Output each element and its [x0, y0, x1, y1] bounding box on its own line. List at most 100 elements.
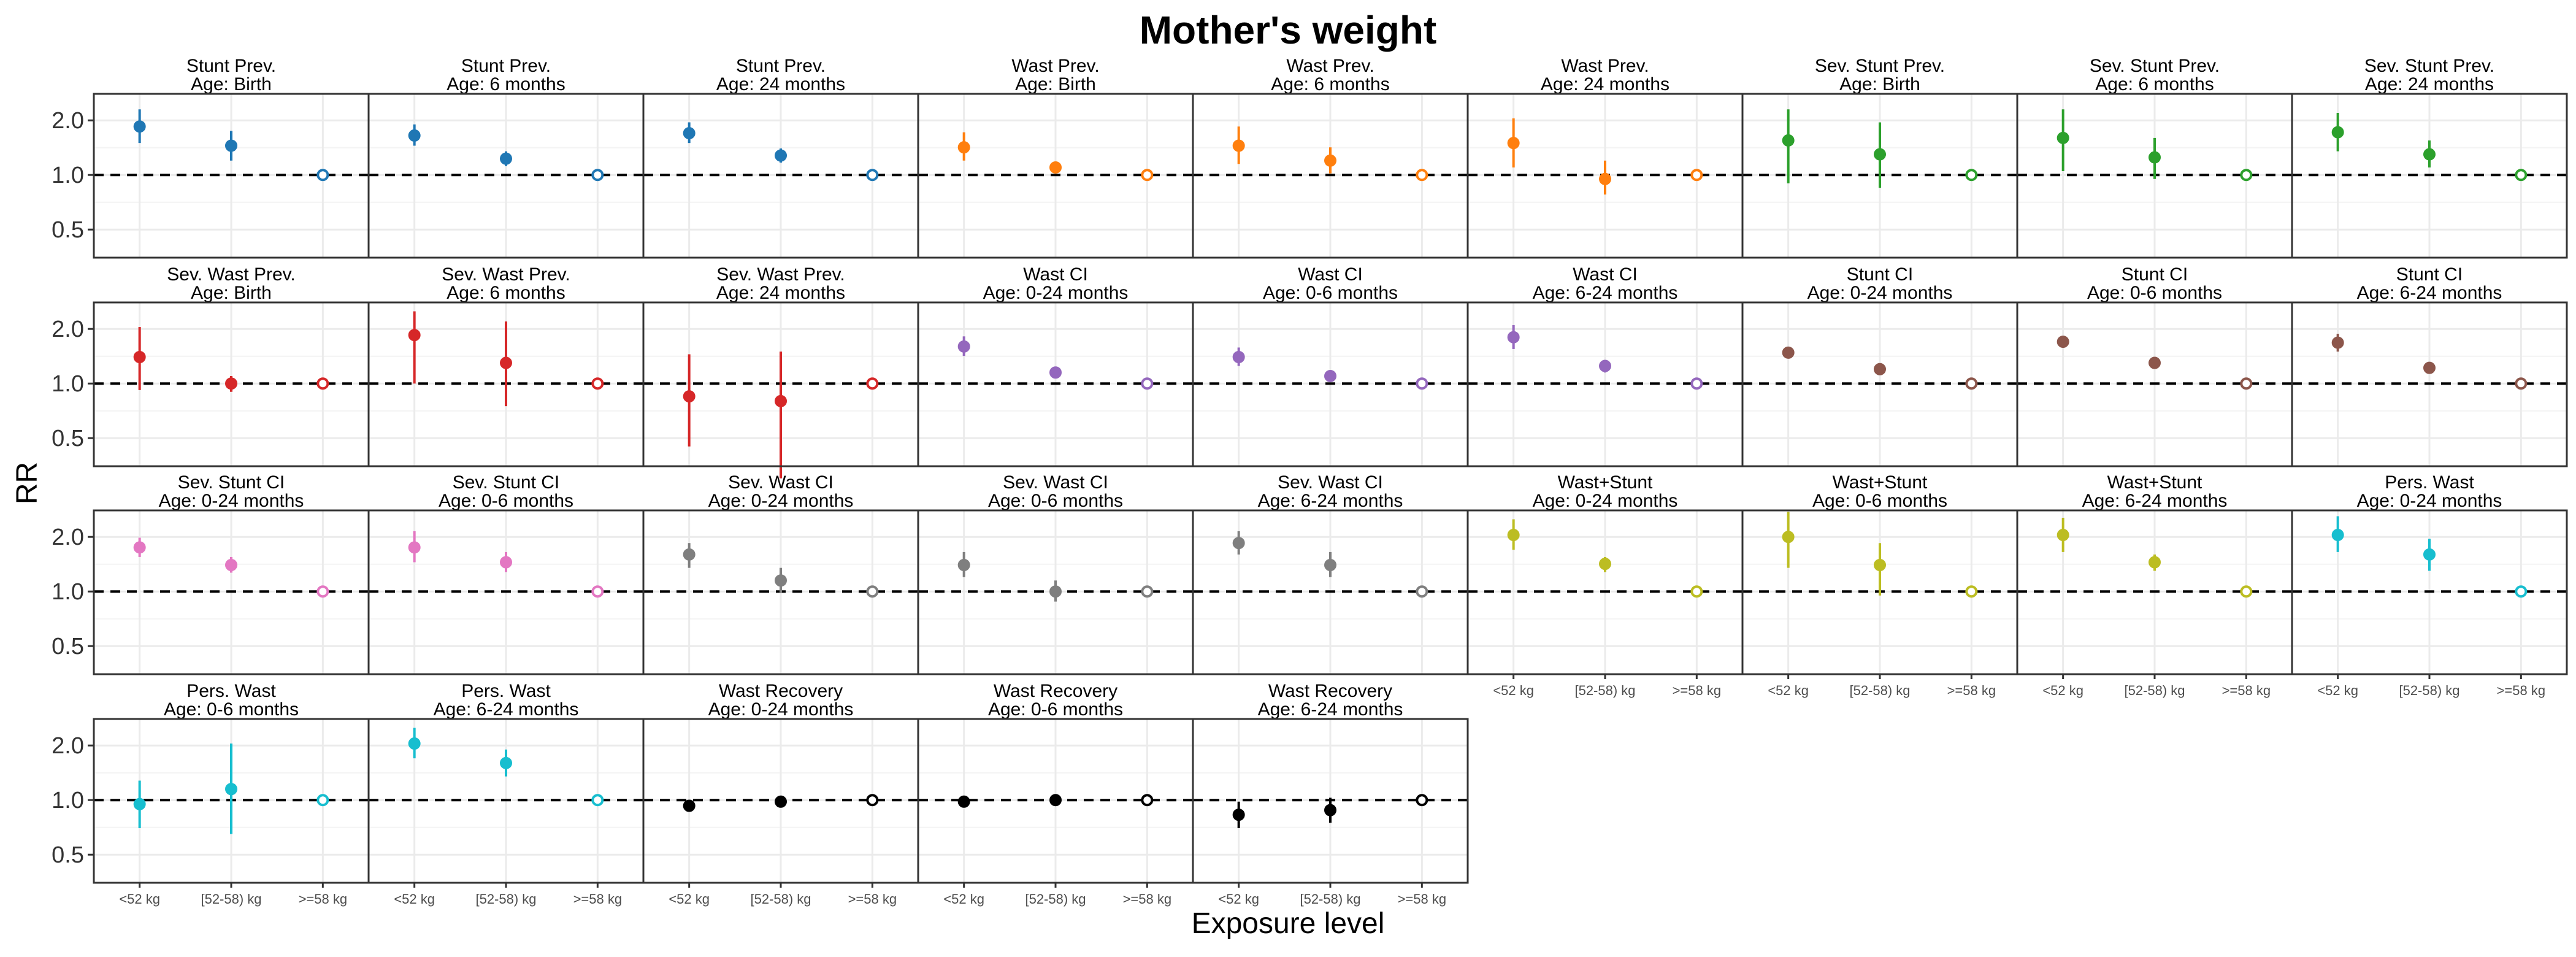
panel-14-wast-ci-age-0-6-months-point-1: [1232, 351, 1245, 363]
panel-28-pers-wast-age-0-6-months-ytick-label: 2.0: [52, 733, 84, 759]
panel-29-pers-wast-age-6-24-months-title: Pers. Wast: [461, 681, 551, 701]
panel-13-wast-ci-age-0-24-months-point-2: [1049, 366, 1062, 379]
panel-29-pers-wast-age-6-24-months-xtick-label: [52-58) kg: [475, 891, 536, 907]
panel-30-wast-recovery-age-0-24-months-xtick-label: >=58 kg: [848, 891, 897, 907]
panel-15-wast-ci-age-6-24-months-point-2: [1599, 359, 1611, 372]
panel-31-wast-recovery-age-0-6-months-xtick-label: [52-58) kg: [1025, 891, 1086, 907]
panel-30-wast-recovery-age-0-24-months-title: Wast Recovery: [719, 681, 843, 701]
panel-17-stunt-ci-age-0-6-months-title: Stunt CI: [2122, 264, 2188, 285]
panel-1-stunt-prev-age-birth-point-3: [316, 169, 329, 182]
panel-25-wast-stunt-age-0-6-months-point-3: [1965, 585, 1978, 598]
panel-25-wast-stunt-age-0-6-months-title: Wast+Stunt: [1833, 472, 1928, 493]
panel-9-sev-stunt-prev-age-24-months-subtitle: Age: 24 months: [2365, 74, 2494, 94]
panel-12-sev-wast-prev-age-24-months-point-2: [775, 394, 787, 407]
panel-1-stunt-prev-age-birth-subtitle: Age: Birth: [191, 74, 272, 94]
panel-24-wast-stunt-age-0-24-months-subtitle: Age: 0-24 months: [1533, 491, 1678, 511]
panel-19-sev-stunt-ci-age-0-24-months-ytick-label: 1.0: [52, 579, 84, 605]
panel-21-sev-wast-ci-age-0-24-months-title: Sev. Wast CI: [728, 472, 834, 493]
panel-11-sev-wast-prev-age-6-months-title: Sev. Wast Prev.: [442, 264, 570, 285]
panel-18-stunt-ci-age-6-24-months-point-3: [2515, 377, 2528, 390]
panel-21-sev-wast-ci-age-0-24-months-point-1: [683, 548, 696, 561]
panel-23-sev-wast-ci-age-6-24-months-subtitle: Age: 6-24 months: [1258, 491, 1403, 511]
panel-25-wast-stunt-age-0-6-months-xtick-label: <52 kg: [1768, 683, 1809, 698]
panel-13-wast-ci-age-0-24-months-point-1: [957, 340, 970, 353]
panel-7-sev-stunt-prev-age-birth-point-1: [1782, 134, 1795, 147]
panel-27-pers-wast-age-0-24-months-subtitle: Age: 0-24 months: [2357, 491, 2502, 511]
panel-8-sev-stunt-prev-age-6-months-subtitle: Age: 6 months: [2095, 74, 2214, 94]
panel-29-pers-wast-age-6-24-months-point-2: [500, 756, 512, 769]
panel-10-sev-wast-prev-age-birth-point-1: [133, 351, 146, 363]
panel-24-wast-stunt-age-0-24-months-title: Wast+Stunt: [1558, 472, 1653, 493]
panel-7-sev-stunt-prev-age-birth-point-3: [1965, 169, 1978, 182]
panel-13-wast-ci-age-0-24-months-title: Wast CI: [1023, 264, 1088, 285]
x-axis-label: Exposure level: [1191, 907, 1385, 940]
panel-10-sev-wast-prev-age-birth-subtitle: Age: Birth: [191, 283, 272, 303]
chart-title: Mother's weight: [1139, 8, 1437, 52]
panel-26-wast-stunt-age-6-24-months-subtitle: Age: 6-24 months: [2082, 491, 2228, 511]
panel-19-sev-stunt-ci-age-0-24-months-title: Sev. Stunt CI: [178, 472, 285, 493]
panel-7-sev-stunt-prev-age-birth-title: Sev. Stunt Prev.: [1815, 56, 1945, 76]
panel-32-wast-recovery-age-6-24-months-point-3: [1416, 794, 1428, 807]
panel-11-sev-wast-prev-age-6-months-subtitle: Age: 6 months: [447, 283, 565, 303]
panel-2-stunt-prev-age-6-months-point-2: [500, 152, 512, 165]
panel-27-pers-wast-age-0-24-months-xtick-label: <52 kg: [2317, 683, 2358, 698]
panel-23-sev-wast-ci-age-6-24-months-title: Sev. Wast CI: [1278, 472, 1383, 493]
panel-11-sev-wast-prev-age-6-months-point-2: [500, 356, 512, 369]
panel-32-wast-recovery-age-6-24-months-point-2: [1324, 804, 1336, 817]
panel-10-sev-wast-prev-age-birth-ytick-label: 2.0: [52, 317, 84, 342]
panel-25-wast-stunt-age-0-6-months-xtick-label: [52-58) kg: [1849, 683, 1910, 698]
panel-16-stunt-ci-age-0-24-months-title: Stunt CI: [1847, 264, 1913, 285]
panel-19-sev-stunt-ci-age-0-24-months-ytick-label: 2.0: [52, 525, 84, 550]
panel-27-pers-wast-age-0-24-months-point-2: [2423, 548, 2436, 561]
panel-8-sev-stunt-prev-age-6-months-title: Sev. Stunt Prev.: [2090, 56, 2220, 76]
panel-8-sev-stunt-prev-age-6-months-point-1: [2057, 131, 2069, 144]
panel-24-wast-stunt-age-0-24-months-xtick-label: <52 kg: [1493, 683, 1534, 698]
panel-13-wast-ci-age-0-24-months-point-3: [1141, 377, 1154, 390]
panel-21-sev-wast-ci-age-0-24-months-point-2: [775, 574, 787, 587]
panel-24-wast-stunt-age-0-24-months-xtick-label: >=58 kg: [1673, 683, 1722, 698]
panel-30-wast-recovery-age-0-24-months-point-2: [775, 795, 787, 808]
panel-28-pers-wast-age-0-6-months-point-3: [316, 794, 329, 807]
panel-5-wast-prev-age-6-months-point-1: [1232, 139, 1245, 152]
panel-29-pers-wast-age-6-24-months-point-1: [408, 737, 421, 750]
panel-16-stunt-ci-age-0-24-months-point-1: [1782, 346, 1795, 359]
panel-5-wast-prev-age-6-months-point-2: [1324, 154, 1336, 167]
panel-20-sev-stunt-ci-age-0-6-months-point-3: [591, 585, 604, 598]
panel-26-wast-stunt-age-6-24-months-xtick-label: >=58 kg: [2222, 683, 2271, 698]
panel-27-pers-wast-age-0-24-months-xtick-label: [52-58) kg: [2399, 683, 2459, 698]
panel-32-wast-recovery-age-6-24-months-subtitle: Age: 6-24 months: [1258, 699, 1403, 720]
panel-17-stunt-ci-age-0-6-months-point-2: [2149, 356, 2161, 369]
panel-17-stunt-ci-age-0-6-months-subtitle: Age: 0-6 months: [2087, 283, 2222, 303]
panel-32-wast-recovery-age-6-24-months-xtick-label: [52-58) kg: [1300, 891, 1360, 907]
panel-30-wast-recovery-age-0-24-months-xtick-label: [52-58) kg: [750, 891, 811, 907]
panel-11-sev-wast-prev-age-6-months-point-3: [591, 377, 604, 390]
panel-31-wast-recovery-age-0-6-months-xtick-label: <52 kg: [943, 891, 984, 907]
panel-7-sev-stunt-prev-age-birth-point-2: [1874, 148, 1886, 161]
panel-15-wast-ci-age-6-24-months-point-1: [1507, 331, 1520, 344]
panel-32-wast-recovery-age-6-24-months-xtick-label: >=58 kg: [1398, 891, 1447, 907]
panel-3-stunt-prev-age-24-months-point-3: [866, 169, 879, 182]
panel-28-pers-wast-age-0-6-months-subtitle: Age: 0-6 months: [164, 699, 299, 720]
panel-1-stunt-prev-age-birth-ytick-label: 2.0: [52, 108, 84, 134]
panel-19-sev-stunt-ci-age-0-24-months-point-1: [133, 541, 146, 554]
panel-31-wast-recovery-age-0-6-months-xtick-label: >=58 kg: [1123, 891, 1172, 907]
panel-14-wast-ci-age-0-6-months-point-3: [1416, 377, 1428, 390]
panel-22-sev-wast-ci-age-0-6-months-title: Sev. Wast CI: [1003, 472, 1108, 493]
panel-12-sev-wast-prev-age-24-months-point-1: [683, 390, 696, 403]
panel-5-wast-prev-age-6-months-title: Wast Prev.: [1286, 56, 1374, 76]
panel-26-wast-stunt-age-6-24-months-point-3: [2240, 585, 2253, 598]
panel-13-wast-ci-age-0-24-months-subtitle: Age: 0-24 months: [983, 283, 1129, 303]
panel-15-wast-ci-age-6-24-months-point-3: [1690, 377, 1703, 390]
panel-5-wast-prev-age-6-months-point-3: [1416, 169, 1428, 182]
panel-27-pers-wast-age-0-24-months-title: Pers. Wast: [2385, 472, 2474, 493]
panel-7-sev-stunt-prev-age-birth-subtitle: Age: Birth: [1839, 74, 1920, 94]
panel-24-wast-stunt-age-0-24-months-xtick-label: [52-58) kg: [1574, 683, 1635, 698]
panel-20-sev-stunt-ci-age-0-6-months-title: Sev. Stunt CI: [453, 472, 560, 493]
panel-31-wast-recovery-age-0-6-months-point-3: [1141, 794, 1154, 807]
panel-3-stunt-prev-age-24-months-point-2: [775, 149, 787, 162]
panel-24-wast-stunt-age-0-24-months-point-1: [1507, 529, 1520, 542]
panel-3-stunt-prev-age-24-months-title: Stunt Prev.: [736, 56, 826, 76]
panel-28-pers-wast-age-0-6-months-ytick-label: 1.0: [52, 788, 84, 813]
panel-16-stunt-ci-age-0-24-months-point-2: [1874, 363, 1886, 375]
panel-32-wast-recovery-age-6-24-months-point-1: [1232, 809, 1245, 821]
